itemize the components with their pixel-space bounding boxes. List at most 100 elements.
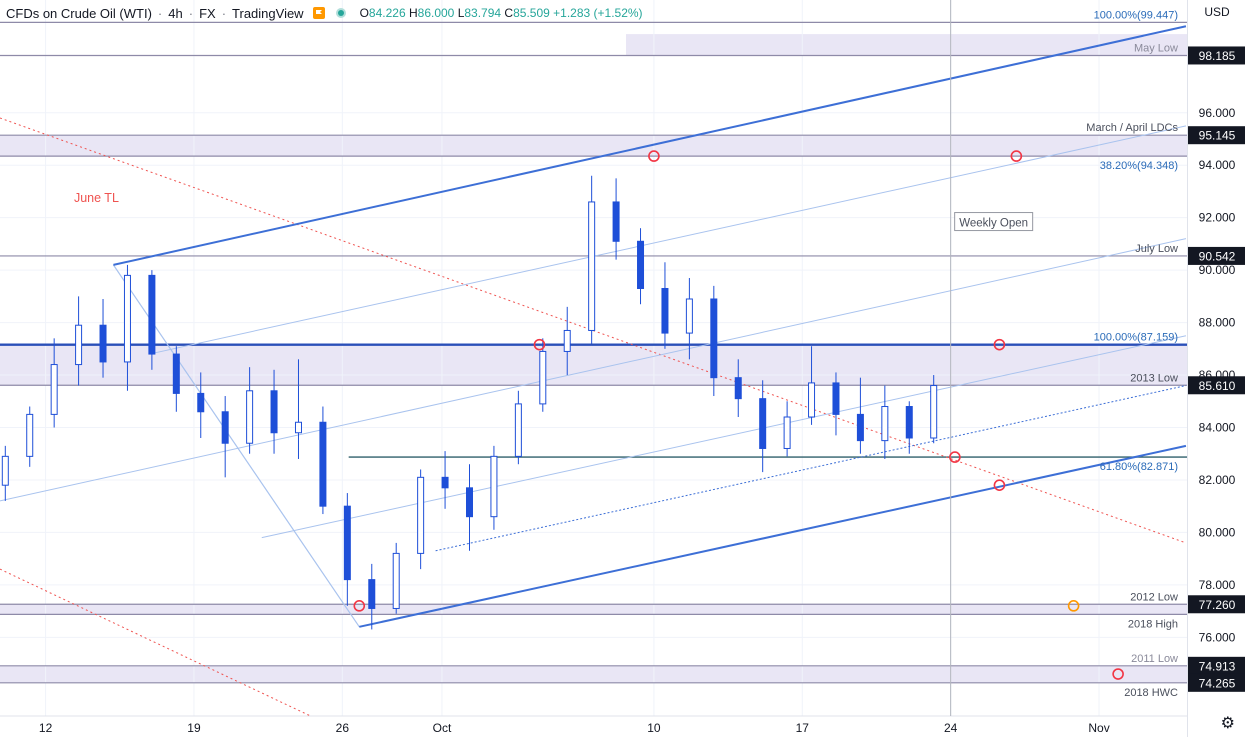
ohlc-readout: O84.226 H86.000 L83.794 C85.509 +1.283 (… (360, 6, 643, 20)
candle-body (343, 505, 351, 581)
candle-body (905, 406, 913, 439)
level-label: 2011 Low (1131, 653, 1178, 665)
y-tick-label: 80.000 (1199, 525, 1236, 539)
level-label: July Low (1135, 243, 1178, 255)
x-tick-label: 10 (647, 721, 661, 735)
y-tick-label: 96.000 (1199, 106, 1236, 120)
level-label: 61.80%(82.871) (1100, 461, 1178, 473)
interval-label[interactable]: 4h (168, 5, 183, 21)
candle-body (466, 487, 474, 518)
channel-inner-line (0, 238, 1187, 502)
candle-body (368, 579, 376, 609)
candle-body (26, 413, 34, 457)
channel-median-dotted (435, 385, 1187, 552)
y-tick-label: 88.000 (1199, 316, 1236, 330)
x-tick-label: Oct (433, 721, 452, 735)
zone-band (0, 604, 1187, 615)
candle-body (75, 324, 83, 366)
low-key: L (457, 6, 465, 20)
open-key: O (359, 6, 369, 20)
channel-inner-line (261, 335, 1187, 539)
candle-body (881, 406, 889, 442)
level-marker-circle (1010, 150, 1023, 162)
candle-body (270, 390, 278, 434)
candle-body (319, 421, 327, 507)
candle-body (294, 421, 302, 434)
exchange-label: FX (199, 5, 216, 21)
candle-body (99, 324, 107, 363)
candle-body (612, 201, 620, 242)
candle-body (685, 298, 693, 334)
lower-trendline (0, 568, 311, 717)
high-key: H (408, 6, 418, 20)
channel-inner-line (149, 125, 1187, 355)
y-tick-label: 94.000 (1199, 158, 1236, 172)
level-label: 100.00%(87.159) (1094, 332, 1178, 344)
candle-body (783, 416, 791, 449)
candle-body (50, 364, 58, 415)
separator: · (188, 5, 194, 21)
price-tag-bg (1188, 126, 1245, 145)
level-label: 2013 Low (1130, 372, 1178, 384)
price-axis-svg: USD 76.00078.00080.00082.00084.00086.000… (1188, 5, 1245, 692)
x-tick-label: 12 (39, 721, 53, 735)
flag-icon[interactable] (312, 6, 326, 20)
candle-body (588, 201, 596, 331)
currency-label: USD (1204, 5, 1230, 19)
y-tick-label: 92.000 (1199, 211, 1236, 225)
candle-body (172, 353, 180, 394)
level-labels-layer: 100.00%(99.447) May Low March / April LDCs… (39, 9, 1179, 735)
zone-band (626, 34, 1187, 56)
candle-body (856, 413, 864, 442)
platform-label: TradingView (232, 5, 304, 21)
level-marker-circle (1112, 668, 1124, 680)
level-label: 2018 High (1128, 618, 1178, 630)
candle-body (514, 403, 522, 457)
level-marker-circle (353, 600, 366, 612)
candle-body (246, 390, 254, 444)
price-axis[interactable]: USD 76.000 78.000 80.000 82.000 84.000 86.000… (1187, 0, 1245, 737)
close-key: C (504, 6, 514, 20)
price-tag-label: 77.260 (1199, 598, 1236, 612)
level-label: 38.20%(94.348) (1100, 160, 1178, 172)
level-marker-circle (993, 338, 1006, 351)
separator: · (157, 5, 163, 21)
x-tick-label: Nov (1088, 721, 1109, 735)
candle-body (148, 274, 156, 355)
status-dot-icon (335, 8, 346, 18)
candle-body (930, 385, 938, 439)
candle-body (759, 398, 767, 449)
y-tick-label: 90.000 (1199, 263, 1236, 277)
y-tick-labels: 76.00078.00080.00082.00084.00086.00088.0… (1199, 106, 1236, 645)
channel-lower (359, 444, 1187, 628)
level-marker-circle (949, 451, 961, 463)
level-marker-circle (533, 338, 546, 351)
candle-body (539, 350, 547, 405)
symbol-title[interactable]: CFDs on Crude Oil (WTI) (6, 5, 152, 21)
price-tag-label: 90.542 (1199, 249, 1236, 263)
price-tag-bg (1188, 376, 1245, 395)
y-tick-label: 82.000 (1199, 473, 1236, 487)
price-tag-label: 74.913 (1199, 659, 1236, 673)
chart-header: CFDs on Crude Oil (WTI) · 4h · FX · Trad… (6, 3, 643, 23)
low-value: 83.794 (464, 6, 502, 20)
x-tick-label: 17 (796, 721, 810, 735)
candle-body (441, 476, 449, 489)
markers-layer (353, 150, 1124, 680)
price-tag-bg (1188, 673, 1245, 692)
price-tag-bg (1188, 595, 1245, 614)
y-tick-label: 78.000 (1199, 578, 1236, 592)
candle-body (221, 411, 229, 444)
price-tag-label: 85.610 (1199, 379, 1236, 393)
x-tick-label: 19 (187, 721, 201, 735)
change-value: +1.283 (+1.52%) (553, 6, 643, 20)
settings-gear-icon[interactable]: ⚙ (1220, 715, 1235, 732)
level-label: May Low (1134, 42, 1178, 54)
level-marker-circle (993, 479, 1006, 492)
candle-body (637, 240, 645, 289)
price-tag-bg (1188, 656, 1245, 675)
drawing-layer (0, 0, 1187, 717)
level-marker-circle (1067, 600, 1080, 612)
